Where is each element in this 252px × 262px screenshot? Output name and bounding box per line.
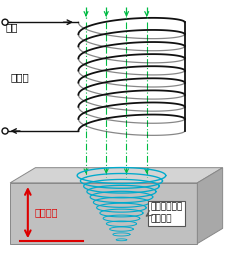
Polygon shape [197,168,222,244]
Text: 交流: 交流 [5,22,17,32]
Text: コイル: コイル [10,72,29,83]
Text: 内部にも過電
流が発生: 内部にも過電 流が発生 [150,203,182,224]
Circle shape [2,128,8,134]
Polygon shape [10,183,197,244]
Circle shape [2,19,8,25]
Polygon shape [10,168,222,183]
Text: 浸透深さ: 浸透深さ [34,208,57,218]
